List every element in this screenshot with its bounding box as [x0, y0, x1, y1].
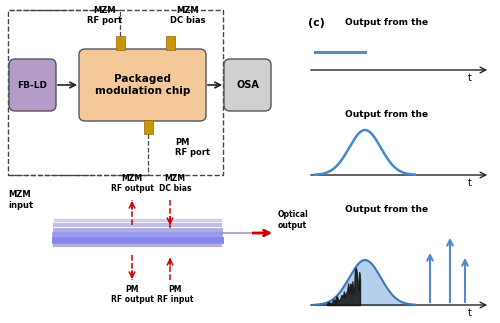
Text: (c): (c) [308, 18, 325, 28]
Text: MZM
DC bias: MZM DC bias [159, 173, 191, 193]
Text: PM
RF output: PM RF output [110, 285, 154, 304]
Text: Output from the: Output from the [345, 110, 428, 119]
Bar [8, 10, 223, 175]
Text: PM
RF input: PM RF input [157, 285, 193, 304]
Text: MZM
input: MZM input [8, 190, 33, 210]
Text: MZM
RF port: MZM RF port [88, 5, 122, 25]
Text: OSA: OSA [236, 80, 259, 90]
FancyBboxPatch shape [144, 120, 152, 134]
FancyBboxPatch shape [79, 49, 206, 121]
Text: PM
RF port: PM RF port [175, 138, 210, 157]
Text: FB-LD: FB-LD [18, 80, 48, 89]
Text: Output from the: Output from the [345, 205, 428, 214]
FancyBboxPatch shape [9, 59, 56, 111]
Text: t: t [468, 73, 472, 83]
Text: Packaged
modulation chip: Packaged modulation chip [95, 74, 190, 96]
Text: Optical
output: Optical output [278, 210, 309, 230]
Text: t: t [468, 178, 472, 188]
Text: MZM
RF output: MZM RF output [110, 173, 154, 193]
Text: t: t [468, 308, 472, 318]
Text: Output from the: Output from the [345, 18, 428, 27]
FancyBboxPatch shape [116, 36, 124, 50]
FancyBboxPatch shape [224, 59, 271, 111]
Text: MZM
DC bias: MZM DC bias [170, 5, 206, 25]
FancyBboxPatch shape [166, 36, 174, 50]
